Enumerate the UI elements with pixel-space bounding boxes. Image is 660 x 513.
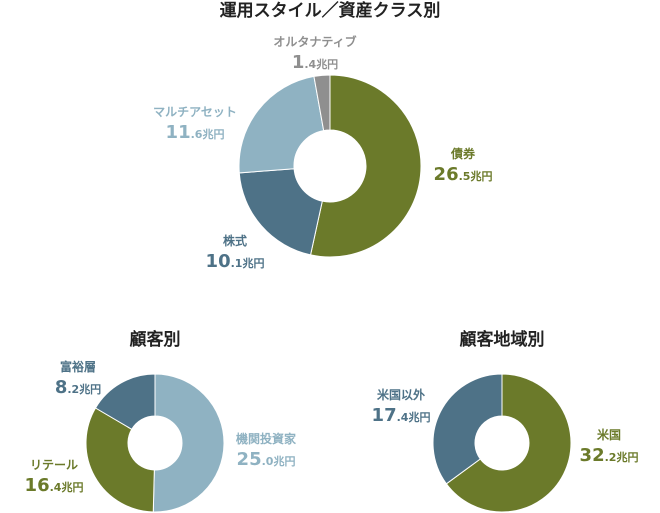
label-us: 米国 bbox=[597, 427, 621, 442]
label-retail: リテール bbox=[30, 458, 78, 472]
pie-client-region bbox=[432, 373, 572, 513]
label-wealthy: 富裕層 bbox=[60, 359, 96, 374]
value-equity: 10.1兆円 bbox=[206, 251, 265, 272]
pie-slice-0-1 bbox=[238, 168, 323, 256]
label-bonds: 債券 bbox=[450, 146, 476, 161]
chart-client-region: 顧客地域別 米国 32.2兆円 米国以外 17.4兆円 bbox=[372, 329, 639, 513]
pie-slice-0-2 bbox=[238, 75, 325, 174]
pie-slice-1-2 bbox=[94, 373, 156, 430]
pie-slice-0-3 bbox=[313, 74, 331, 132]
pie-slice-0-0 bbox=[309, 74, 422, 258]
chart-title: 運用スタイル／資産クラス別 bbox=[220, 0, 441, 21]
value-institutional: 25.0兆円 bbox=[237, 449, 296, 470]
pie-client-type bbox=[85, 373, 225, 513]
pie-slice-2-0 bbox=[445, 373, 572, 513]
label-institutional: 機関投資家 bbox=[236, 431, 297, 446]
value-alternative: 1.4兆円 bbox=[292, 52, 338, 73]
pie-slice-1-0 bbox=[152, 373, 225, 513]
value-retail: 16.4兆円 bbox=[25, 475, 84, 496]
chart-title: 顧客別 bbox=[130, 329, 181, 350]
pie-slice-2-1 bbox=[432, 373, 503, 485]
pie-slice-1-1 bbox=[85, 407, 155, 513]
chart-asset-class: 運用スタイル／資産クラス別 債券 26.5兆円 株式 10.1兆円 マルチアセッ… bbox=[153, 0, 492, 272]
value-us: 32.2兆円 bbox=[580, 445, 639, 466]
chart-client-type: 顧客別 機関投資家 25.0兆円 リテール 16.4兆円 富裕層 8.2兆円 bbox=[25, 329, 297, 513]
value-multi-asset: 11.6兆円 bbox=[166, 122, 225, 143]
value-non-us: 17.4兆円 bbox=[372, 405, 431, 426]
pie-asset-class bbox=[238, 74, 422, 258]
label-equity: 株式 bbox=[223, 233, 247, 248]
value-wealthy: 8.2兆円 bbox=[55, 377, 101, 398]
label-multi-asset: マルチアセット bbox=[153, 105, 237, 119]
value-bonds: 26.5兆円 bbox=[434, 164, 493, 185]
label-non-us: 米国以外 bbox=[377, 387, 425, 402]
label-alternative: オルタナティブ bbox=[273, 34, 356, 49]
chart-title: 顧客地域別 bbox=[460, 329, 545, 350]
